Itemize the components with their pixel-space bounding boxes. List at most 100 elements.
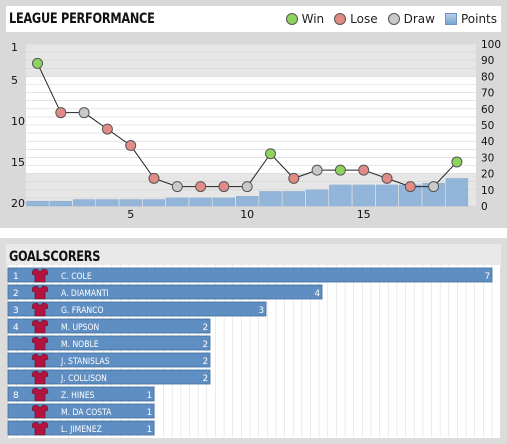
legend-draw-marker <box>387 13 400 25</box>
points-bar <box>445 178 469 207</box>
shirt-icon <box>31 404 49 419</box>
scorer-name: A. DIAMANTI <box>61 289 109 299</box>
right-axis-tick-label: 30 <box>481 152 494 164</box>
points-bar <box>96 199 119 207</box>
points-bar <box>352 184 375 207</box>
position-point <box>32 57 43 69</box>
x-axis-tick-label: 5 <box>127 208 134 221</box>
left-axis-tick-label: 10 <box>11 115 25 128</box>
league-performance-title: LEAGUE PERFORMANCE <box>9 11 155 27</box>
chart-legend: Win Lose Draw Points <box>276 12 497 26</box>
x-axis-tick-label: 10 <box>240 208 254 221</box>
points-bar <box>259 191 282 207</box>
right-axis-tick-label: 90 <box>481 55 494 67</box>
scorer-goals-label: 1 <box>147 408 152 418</box>
points-bar <box>166 197 189 207</box>
scorer-bar <box>7 318 211 334</box>
right-axis-tick-label: 60 <box>481 104 494 116</box>
position-point <box>171 181 183 193</box>
position-point <box>241 181 253 193</box>
points-bar <box>49 200 72 207</box>
points-bar <box>282 191 305 207</box>
points-bar <box>329 184 352 207</box>
right-axis-tick-label: 80 <box>481 71 494 83</box>
legend-draw-label: Draw <box>403 12 435 26</box>
scorer-rank: 4 <box>13 323 19 333</box>
scorer-goals-label: 2 <box>203 323 208 333</box>
position-point <box>78 107 90 119</box>
right-axis-tick-label: 100 <box>481 39 501 51</box>
legend-lose-marker <box>334 13 347 25</box>
legend-points-label: Points <box>460 12 497 26</box>
scorer-goals-label: 1 <box>147 425 152 435</box>
scorer-name: L. JIMENEZ <box>61 425 102 435</box>
points-bar <box>375 184 399 207</box>
position-point <box>265 148 276 160</box>
scorer-name: C. COLE <box>61 272 92 282</box>
points-bar <box>235 196 259 207</box>
shirt-icon <box>31 285 49 300</box>
right-axis-tick-label: 20 <box>481 169 494 181</box>
position-point <box>55 107 67 119</box>
legend-draw: Draw <box>387 12 435 26</box>
scorer-bar <box>7 352 211 368</box>
legend-win-label: Win <box>301 12 325 26</box>
scorer-rank: 1 <box>13 272 19 282</box>
points-bar <box>119 199 142 207</box>
scorer-name: M. UPSON <box>61 323 99 333</box>
legend-win: Win <box>285 12 325 26</box>
position-point <box>311 164 323 176</box>
scorer-goals-label: 7 <box>485 272 490 282</box>
left-axis-tick-label: 1 <box>11 41 18 54</box>
points-bar <box>189 197 212 207</box>
scorer-rank: 8 <box>13 391 19 401</box>
legend-points-marker <box>444 13 457 25</box>
position-point <box>125 140 137 152</box>
scorer-name: M. DA COSTA <box>61 408 112 418</box>
scorer-bar <box>7 267 493 283</box>
right-axis-tick-label: 10 <box>481 185 494 197</box>
scorer-bar <box>7 335 211 351</box>
scorer-name: M. NOBLE <box>61 340 99 350</box>
points-bar <box>305 189 329 207</box>
scorer-rank: 3 <box>13 306 19 316</box>
legend-lose-label: Lose <box>350 12 378 26</box>
points-bar <box>212 197 236 207</box>
legend-points: Points <box>444 12 497 26</box>
league-performance-header: LEAGUE PERFORMANCE Win Lose Draw Points <box>6 6 501 32</box>
shirt-icon <box>31 421 49 436</box>
points-bar <box>142 199 166 207</box>
right-axis-tick-label: 0 <box>481 201 488 213</box>
position-point <box>404 181 416 193</box>
points-bar <box>72 199 96 207</box>
scorer-goals-label: 1 <box>147 391 152 401</box>
shirt-icon <box>31 353 49 368</box>
position-point <box>358 164 370 176</box>
scorer-bar <box>7 369 211 385</box>
legend-lose: Lose <box>334 12 378 26</box>
position-point <box>381 172 393 184</box>
legend-win-marker <box>285 13 298 25</box>
scorer-goals-label: 2 <box>203 374 208 384</box>
shirt-icon <box>31 370 49 385</box>
scorer-bar <box>7 284 323 300</box>
scorer-name: J. STANISLAS <box>60 357 110 367</box>
right-axis-tick-label: 70 <box>481 88 494 100</box>
scorer-name: J. COLLISON <box>60 374 107 384</box>
position-point <box>334 164 346 176</box>
position-point <box>451 156 463 168</box>
shirt-icon <box>31 319 49 334</box>
left-axis-tick-label: 20 <box>11 197 25 210</box>
right-axis-tick-label: 40 <box>481 136 494 148</box>
scorer-goals-label: 3 <box>259 306 264 316</box>
position-point <box>195 181 207 193</box>
shirt-icon <box>31 387 49 402</box>
scorer-name: G. FRANCO <box>61 306 103 316</box>
scorer-bar <box>7 301 267 317</box>
goalscorers-header: GOALSCORERS <box>6 244 501 268</box>
shirt-icon <box>31 302 49 317</box>
x-axis-tick-label: 15 <box>357 208 371 221</box>
left-axis-tick-label: 15 <box>11 156 25 169</box>
scorer-rank: 2 <box>13 289 19 299</box>
